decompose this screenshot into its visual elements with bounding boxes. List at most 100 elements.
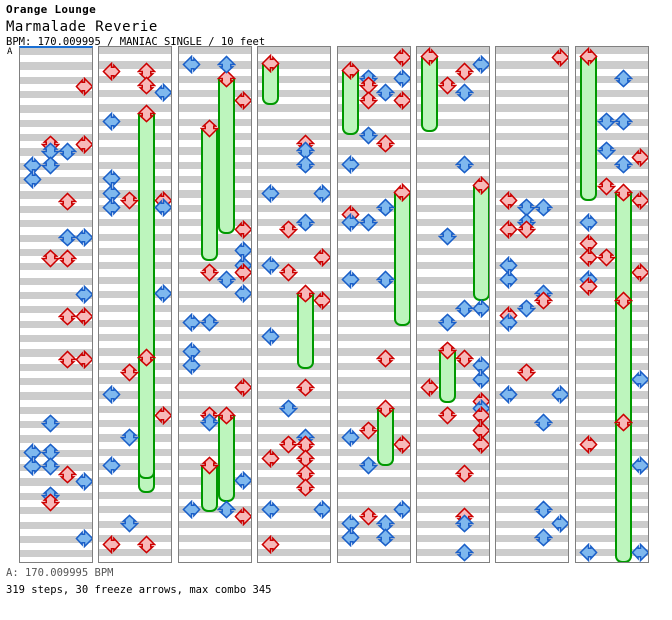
note-arrow [358, 456, 378, 476]
note-arrow [41, 249, 60, 269]
note-arrow [58, 192, 77, 211]
note-arrow [499, 219, 518, 239]
note-arrow [455, 463, 474, 483]
note-arrow [234, 90, 251, 110]
freeze-arrow-head [137, 348, 157, 367]
note-arrow [455, 83, 474, 102]
note-arrow [261, 183, 280, 203]
note-arrow [551, 513, 569, 533]
note-arrow [199, 413, 219, 433]
note-arrow [216, 270, 236, 289]
note-arrow [455, 62, 474, 81]
note-arrow [279, 435, 299, 454]
note-arrow [534, 499, 554, 519]
note-arrow [199, 313, 219, 332]
note-arrow [75, 349, 92, 369]
freeze-arrow-bar [217, 414, 235, 503]
note-arrow [75, 227, 92, 247]
freeze-arrow-head [420, 47, 439, 66]
note-arrow [631, 147, 648, 167]
note-arrow [234, 506, 251, 526]
note-arrow [261, 255, 280, 275]
note-arrow [455, 298, 474, 318]
note-arrow [102, 456, 121, 476]
note-arrow [340, 269, 360, 289]
freeze-arrow-head [137, 104, 157, 123]
stepchart-column [257, 46, 332, 563]
note-arrow [261, 499, 280, 519]
note-arrow [340, 528, 360, 548]
note-arrow [137, 76, 157, 95]
note-arrow [120, 363, 140, 382]
note-arrow [579, 542, 598, 562]
note-arrow [216, 499, 236, 519]
freeze-arrow-bar [439, 350, 456, 403]
note-arrow [313, 291, 331, 311]
note-arrow [499, 191, 518, 210]
note-arrow [102, 198, 121, 218]
note-arrow [358, 90, 378, 110]
note-arrow [358, 507, 378, 526]
note-arrow [58, 464, 77, 484]
note-arrow [455, 349, 474, 368]
note-arrow [340, 212, 360, 232]
stats-footer: 319 steps, 30 freeze arrows, max combo 3… [6, 584, 272, 596]
freeze-arrow-bar [579, 56, 597, 201]
freeze-arrow-head [216, 406, 236, 425]
beat-stripe [417, 556, 489, 562]
freeze-arrow-head [613, 291, 633, 310]
note-arrow [41, 156, 60, 175]
note-arrow [420, 377, 439, 397]
note-arrow [58, 350, 77, 369]
beat-stripe [20, 557, 92, 562]
group-name: Orange Lounge [6, 3, 96, 16]
note-arrow [154, 198, 172, 218]
beat-stripe [258, 556, 331, 562]
note-arrow [579, 434, 598, 454]
measure [417, 506, 489, 562]
note-arrow [102, 384, 121, 404]
note-arrow [551, 47, 569, 67]
measure [417, 219, 489, 284]
note-arrow [499, 269, 518, 289]
note-arrow [375, 349, 395, 368]
freeze-arrow-head [199, 456, 219, 475]
measure [178, 506, 251, 562]
note-arrow [340, 155, 360, 175]
note-arrow [631, 370, 648, 390]
note-arrow [102, 535, 121, 555]
note-arrow [579, 248, 598, 268]
note-arrow [261, 535, 280, 555]
note-arrow [279, 263, 299, 282]
note-arrow [261, 449, 280, 469]
note-arrow [75, 529, 92, 549]
freeze-arrow-head [392, 183, 410, 203]
note-arrow [313, 499, 331, 519]
freeze-arrow-bar [473, 185, 489, 302]
note-arrow [631, 191, 648, 210]
note-arrow [234, 262, 251, 282]
note-arrow [296, 212, 316, 232]
measure [337, 161, 410, 227]
note-arrow [41, 493, 60, 512]
measure [20, 507, 92, 562]
note-arrow [234, 284, 251, 304]
note-arrow [58, 228, 77, 247]
note-arrow [58, 249, 77, 268]
note-arrow [613, 155, 633, 174]
freeze-arrow-head [579, 47, 598, 66]
note-arrow [358, 76, 378, 95]
note-arrow [438, 406, 457, 425]
note-arrow [392, 47, 410, 67]
note-arrow [534, 291, 554, 311]
note-arrow [199, 263, 219, 282]
note-arrow [392, 90, 410, 110]
measure [496, 104, 569, 169]
freeze-arrow-head [472, 176, 489, 196]
bpm-footer: A: 170.009995 BPM [6, 567, 114, 579]
note-arrow [375, 83, 395, 102]
stepchart-grid [0, 46, 672, 566]
beat-stripe [496, 556, 569, 562]
freeze-arrow-bar [138, 357, 156, 479]
